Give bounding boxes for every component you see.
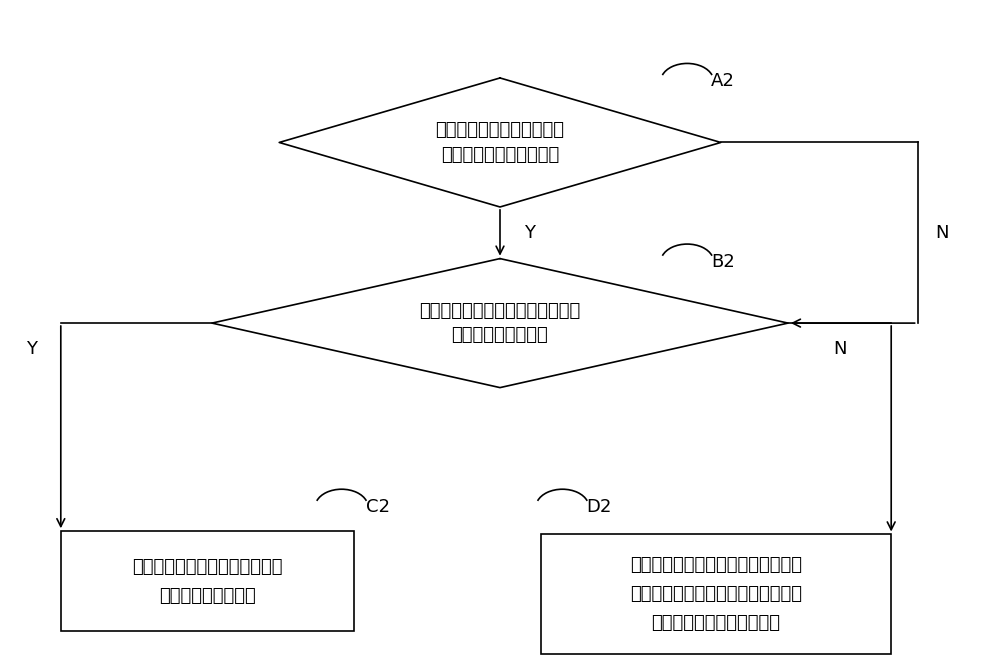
Text: Y: Y bbox=[26, 340, 37, 358]
Text: 的空闲且可用的信道: 的空闲且可用的信道 bbox=[159, 587, 256, 605]
Text: D2: D2 bbox=[586, 498, 612, 516]
Bar bbox=[61, 531, 354, 631]
Text: N: N bbox=[935, 224, 948, 242]
Text: 是否有空闲且可用的信道: 是否有空闲且可用的信道 bbox=[441, 146, 559, 164]
Text: 为所述业务分配处在休眠状态的信道: 为所述业务分配处在休眠状态的信道 bbox=[630, 556, 802, 574]
Text: 判断所述空闲且可用的信道所属的: 判断所述空闲且可用的信道所属的 bbox=[419, 302, 581, 320]
Text: C2: C2 bbox=[366, 498, 390, 516]
Bar bbox=[541, 534, 891, 654]
Text: 机的信道，且对所述处在休眠状态的: 机的信道，且对所述处在休眠状态的 bbox=[630, 585, 802, 603]
Text: B2: B2 bbox=[711, 253, 735, 271]
Text: A2: A2 bbox=[711, 72, 735, 90]
Text: 根据所解析的业务类型判断: 根据所解析的业务类型判断 bbox=[436, 121, 564, 139]
Text: N: N bbox=[833, 340, 846, 358]
Text: Y: Y bbox=[524, 224, 535, 242]
Text: 信道机配置相应的信道类型: 信道机配置相应的信道类型 bbox=[652, 614, 780, 632]
Text: 信道机是否已经开启: 信道机是否已经开启 bbox=[452, 327, 548, 344]
Text: 为所述业务分配已开启的信道机: 为所述业务分配已开启的信道机 bbox=[132, 558, 282, 576]
